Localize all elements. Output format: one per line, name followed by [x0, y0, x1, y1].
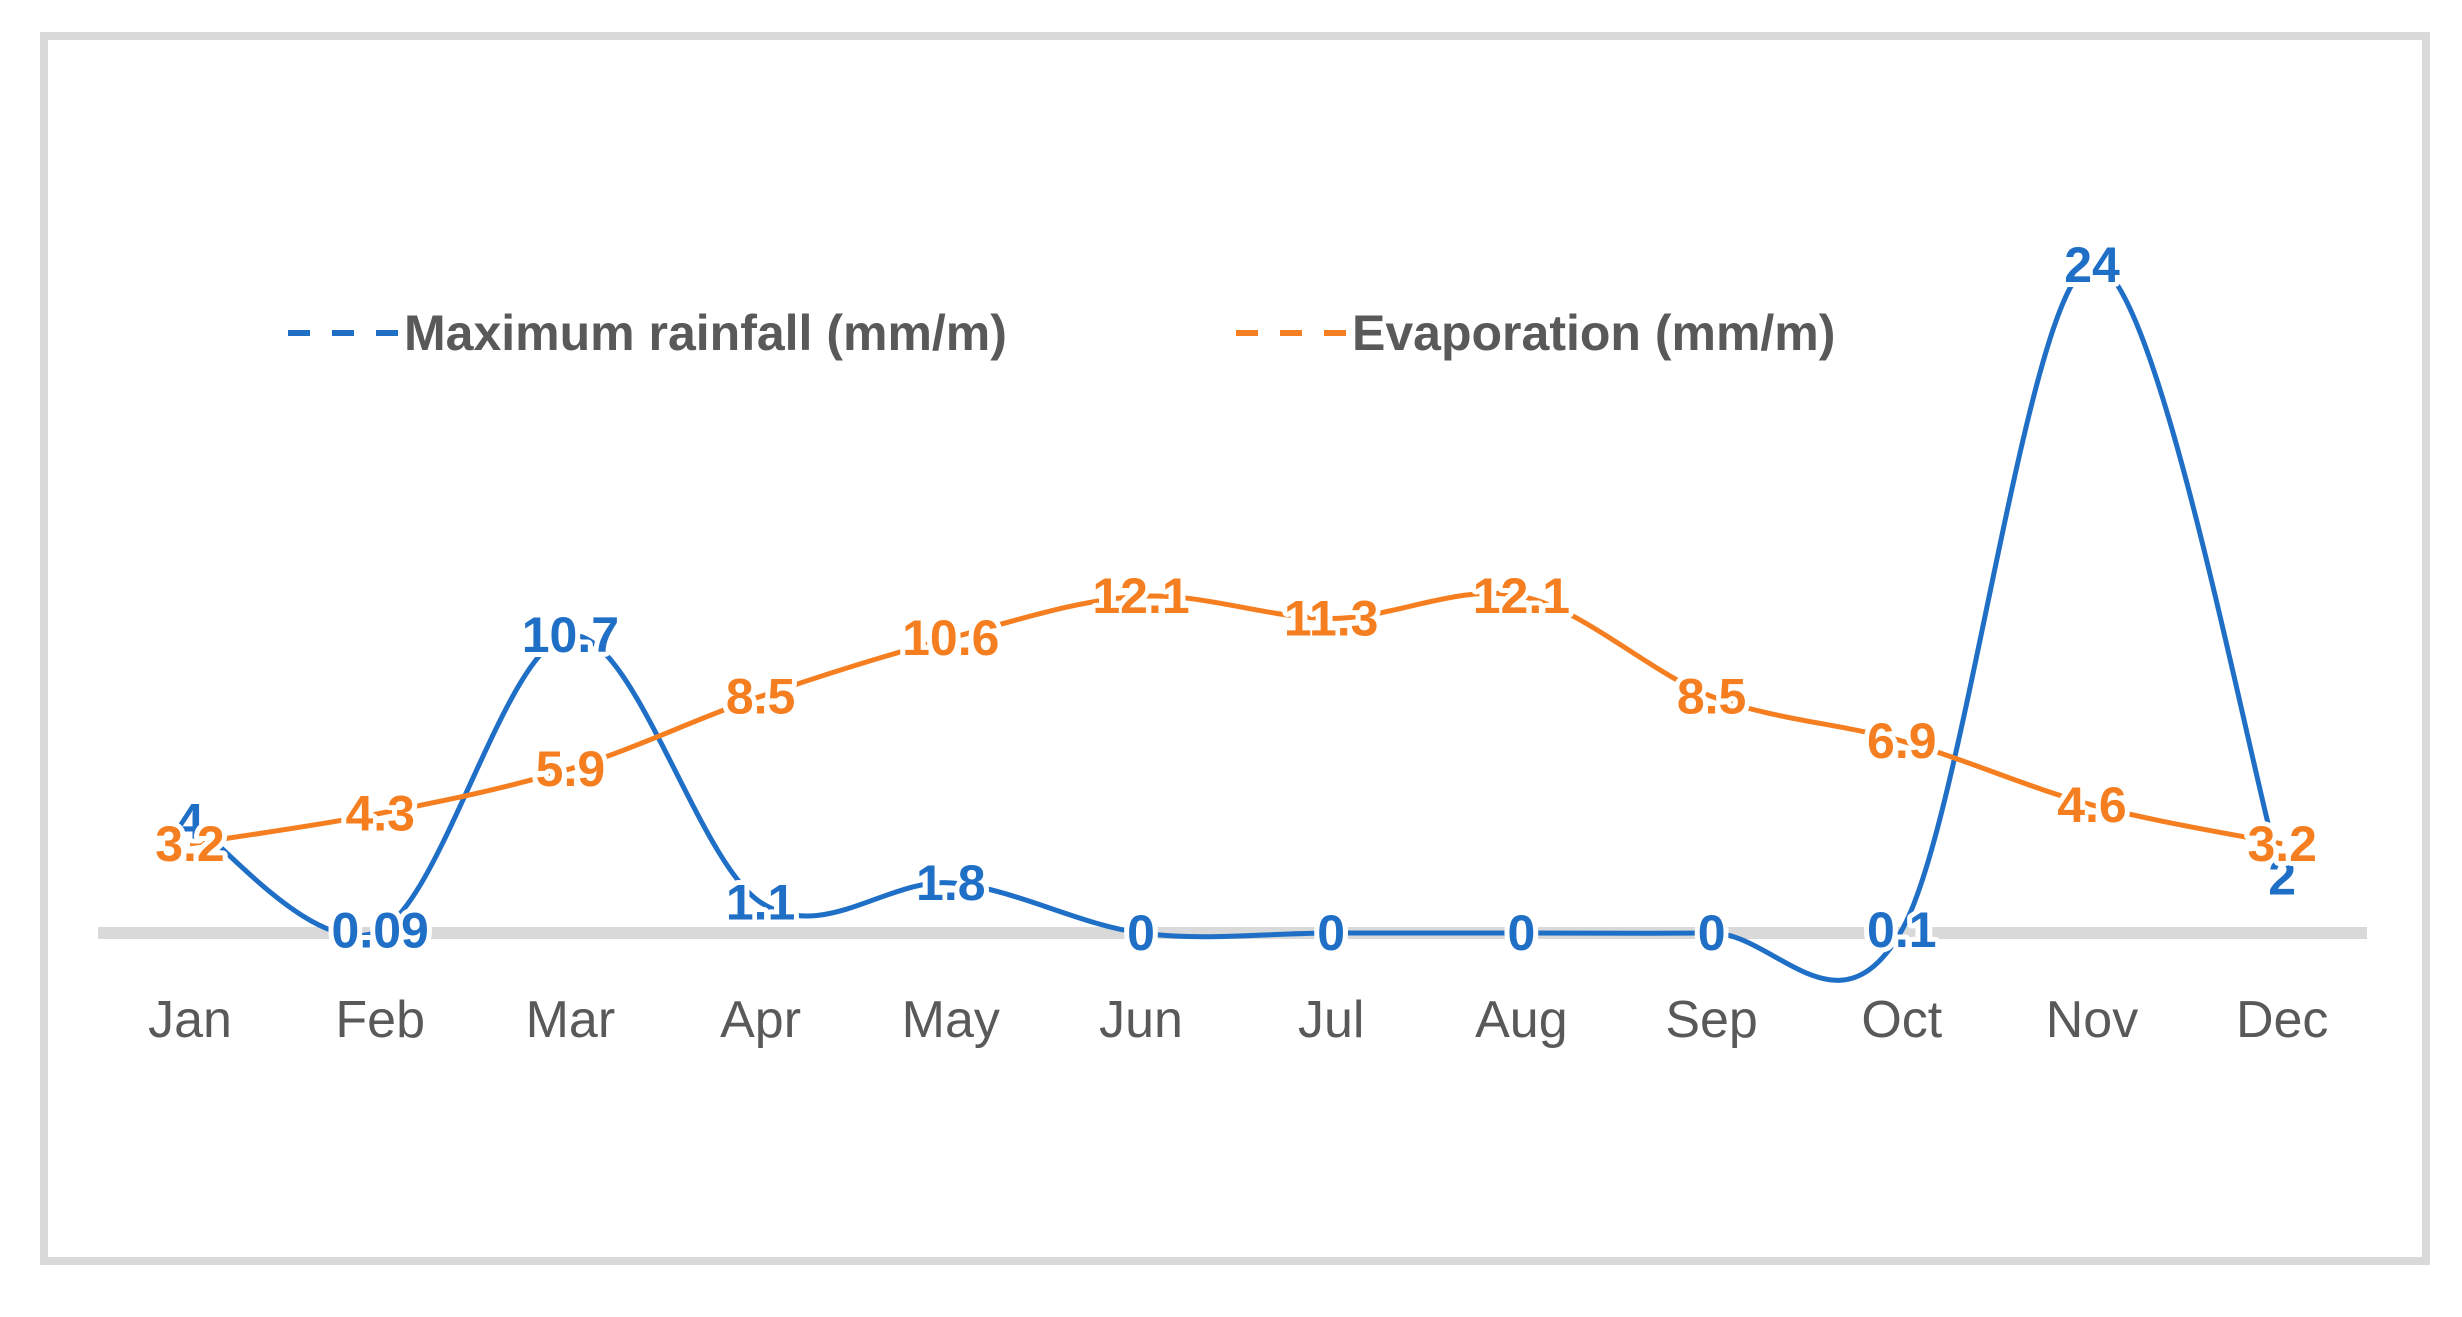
data-label-evaporation-mm-m-jul: 11.3 [1284, 590, 1379, 646]
x-axis-ticks: Jan Feb Mar Apr May Jun Jul Aug Sep Oct Nov Dec [148, 991, 2328, 1049]
data-label-maximum-rainfall-mm-m-feb: 0.09 [332, 902, 429, 958]
x-tick-label-may: May [902, 991, 1000, 1049]
x-tick-label-sep: Sep [1665, 991, 1758, 1049]
data-label-evaporation-mm-m-sep: 8.5 [1677, 668, 1747, 724]
data-label-evaporation-mm-m-jun: 12.1 [1092, 568, 1189, 624]
data-label-maximum-rainfall-mm-m-jan: 4 [176, 794, 204, 850]
data-label-evaporation-mm-m-apr: 8.5 [726, 668, 796, 724]
data-label-evaporation-mm-m-oct: 6.9 [1867, 713, 1937, 769]
legend-item-evaporation[interactable]: Evaporation (mm/m) [1236, 305, 1835, 361]
x-tick-label-apr: Apr [720, 991, 801, 1049]
data-label-evaporation-mm-m-dec: 3.2 [2247, 816, 2317, 872]
data-label-evaporation-mm-m-jan: 3.2 [155, 816, 225, 872]
x-tick-label-feb: Feb [335, 991, 425, 1049]
chart-frame [40, 32, 2430, 1265]
x-tick-label-mar: Mar [526, 991, 616, 1049]
x-tick-label-dec: Dec [2236, 991, 2328, 1049]
data-label-maximum-rainfall-mm-m-aug: 0 [1507, 905, 1535, 961]
legend: Maximum rainfall (mm/m) Evaporation (mm/… [288, 305, 1835, 361]
legend-item-rainfall[interactable]: Maximum rainfall (mm/m) [288, 305, 1007, 361]
legend-label-evaporation: Evaporation (mm/m) [1352, 305, 1835, 361]
legend-label-rainfall: Maximum rainfall (mm/m) [404, 305, 1007, 361]
data-label-maximum-rainfall-mm-m-jun: 0 [1127, 905, 1155, 961]
x-tick-label-aug: Aug [1475, 991, 1568, 1049]
data-label-maximum-rainfall-mm-m-sep: 0 [1698, 905, 1726, 961]
series-line-maximum-rainfall-mm-m[interactable] [188, 262, 2285, 983]
x-tick-label-oct: Oct [1861, 991, 1942, 1049]
data-label-evaporation-mm-m-may: 10.6 [902, 610, 999, 666]
data-label-evaporation-mm-m-mar: 5.9 [536, 741, 606, 797]
x-tick-label-jun: Jun [1099, 991, 1183, 1049]
data-label-evaporation-mm-m-aug: 12.1 [1473, 568, 1570, 624]
data-label-maximum-rainfall-mm-m-oct: 0.1 [1867, 902, 1937, 958]
x-tick-label-jan: Jan [148, 991, 232, 1049]
data-label-evaporation-mm-m-feb: 4.3 [345, 785, 415, 841]
series-line-evaporation-mm-m[interactable] [189, 590, 2283, 847]
data-label-maximum-rainfall-mm-m-apr: 1.1 [726, 874, 796, 930]
series-lines [188, 262, 2285, 983]
data-label-maximum-rainfall-mm-m-mar: 10.7 [522, 607, 619, 663]
data-label-maximum-rainfall-mm-m-jul: 0 [1317, 905, 1345, 961]
data-label-maximum-rainfall-mm-m-nov: 24 [2064, 237, 2120, 293]
data-label-maximum-rainfall-mm-m-dec: 2 [2268, 849, 2296, 905]
data-label-evaporation-mm-m-nov: 4.6 [2057, 777, 2127, 833]
data-label-maximum-rainfall-mm-m-may: 1.8 [916, 855, 986, 911]
x-tick-label-jul: Jul [1298, 991, 1364, 1049]
x-tick-label-nov: Nov [2046, 991, 2138, 1049]
